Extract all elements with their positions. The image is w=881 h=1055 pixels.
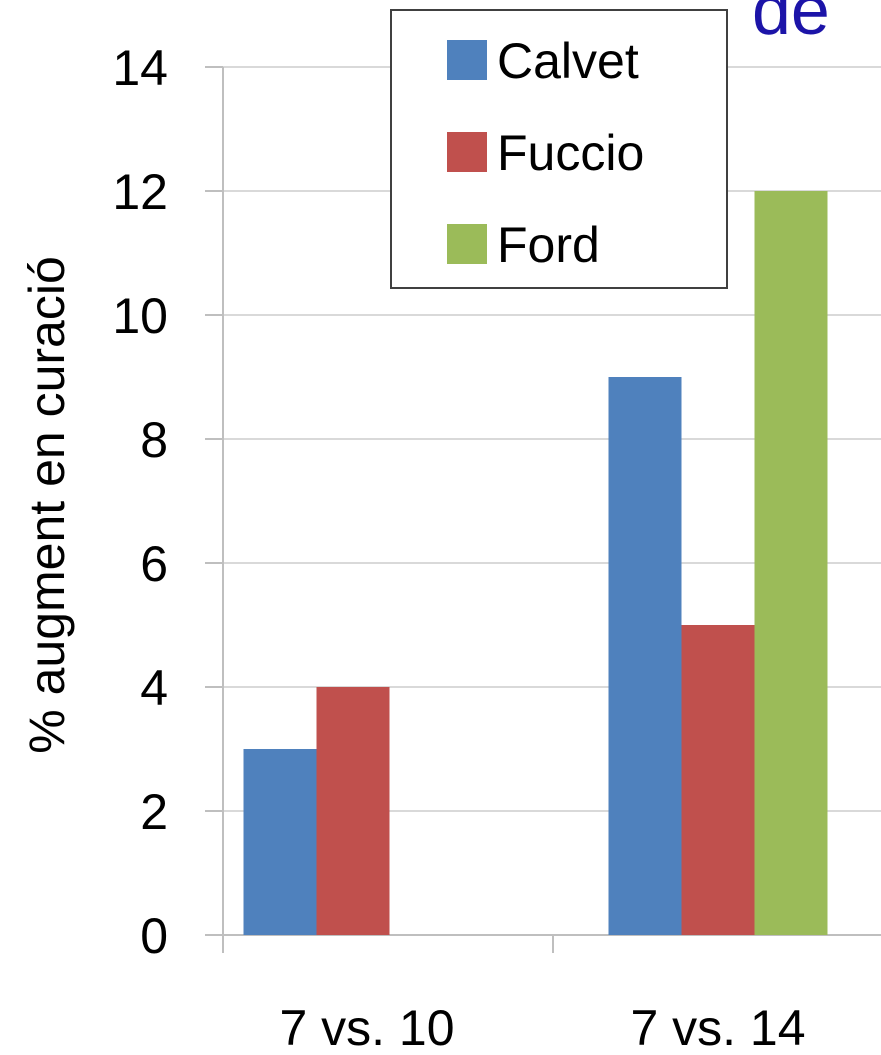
x-category-label-2: 7 vs. 14 — [630, 1000, 805, 1055]
y-axis-title: % augment en curació — [19, 256, 75, 754]
legend: Calvet Fuccio Ford — [390, 9, 728, 289]
chart-title-fragment: de — [752, 0, 830, 49]
y-tick-label-4: 4 — [140, 660, 168, 716]
bar-calvet-2 — [608, 377, 682, 935]
legend-label-calvet: Calvet — [497, 33, 639, 89]
bar-fuccio-2 — [681, 625, 755, 935]
y-tick-label-6: 6 — [140, 536, 168, 592]
y-tick-label-10: 10 — [112, 288, 168, 344]
bar-ford-2 — [754, 191, 828, 935]
y-tick-label-0: 0 — [140, 908, 168, 964]
legend-swatch-ford — [447, 224, 487, 264]
bar-calvet-1 — [243, 749, 317, 935]
y-tick-label-14: 14 — [112, 40, 168, 96]
legend-label-ford: Ford — [497, 217, 600, 273]
x-category-label-1: 7 vs. 10 — [279, 1000, 454, 1055]
bars — [243, 191, 828, 935]
legend-swatch-fuccio — [447, 132, 487, 172]
legend-label-fuccio: Fuccio — [497, 125, 644, 181]
x-category-labels: 7 vs. 10 7 vs. 14 — [279, 1000, 805, 1055]
y-tick-label-8: 8 — [140, 412, 168, 468]
y-tick-label-12: 12 — [112, 164, 168, 220]
legend-items: Calvet Fuccio Ford — [447, 33, 644, 273]
y-tick-label-2: 2 — [140, 784, 168, 840]
bar-fuccio-1 — [316, 687, 390, 935]
legend-swatch-calvet — [447, 40, 487, 80]
y-tick-labels: 0 2 4 6 8 10 12 14 — [112, 40, 168, 964]
